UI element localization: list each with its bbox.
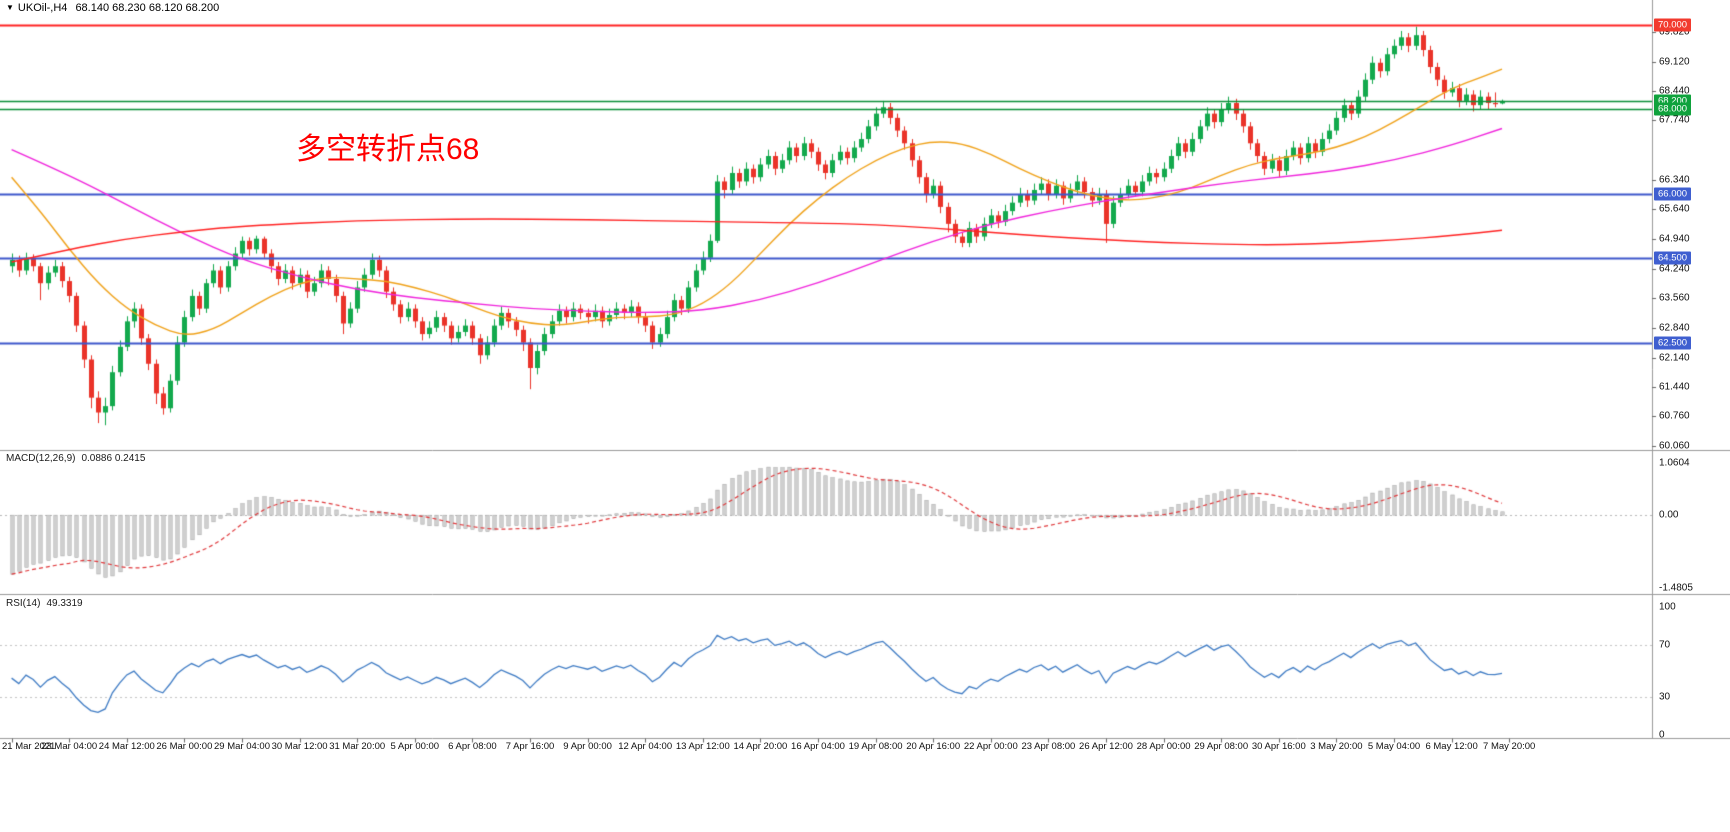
rsi-axis-label: 70	[1659, 639, 1671, 651]
time-axis-label: 5 May 04:00	[1367, 741, 1421, 752]
price-line-badge: 68.000	[1654, 102, 1692, 116]
time-axis-label: 22 Apr 00:00	[963, 741, 1018, 752]
time-axis-label: 16 Apr 04:00	[791, 741, 845, 752]
time-axis-label: 31 Mar 20:00	[329, 741, 386, 752]
time-axis-label: 26 Mar 00:00	[156, 741, 213, 752]
time-axis-label: 24 Mar 12:00	[98, 741, 155, 752]
time-axis-label: 9 Apr 00:00	[563, 741, 612, 752]
price-tick-label: 62.840	[1659, 322, 1690, 334]
time-axis-label: 7 May 20:00	[1483, 741, 1536, 752]
price-tick-label: 68.440	[1659, 85, 1690, 97]
time-axis-label: 12 Apr 04:00	[618, 741, 673, 752]
rsi-indicator-label: RSI(14) 49.3319	[6, 598, 83, 609]
rsi-name: RSI(14)	[6, 598, 41, 609]
price-line-badge: 62.500	[1654, 336, 1692, 350]
macd-values: 0.0886 0.2415	[81, 453, 146, 464]
time-axis-label: 29 Mar 04:00	[214, 741, 270, 752]
rsi-value: 49.3319	[46, 598, 83, 609]
chart-symbol-title: ▼ UKOil-,H4 68.140 68.230 68.120 68.200	[6, 2, 219, 14]
rsi-axis-label: 0	[1659, 729, 1665, 741]
time-axis-label: 20 Apr 16:00	[906, 741, 961, 752]
price-tick-label: 69.120	[1659, 56, 1690, 68]
time-axis-label: 21 Mar 2021	[2, 741, 56, 752]
macd-axis-label: -1.4805	[1659, 582, 1693, 594]
macd-axis-label: 0.00	[1659, 509, 1679, 521]
collapse-triangle-icon[interactable]: ▼	[6, 3, 14, 12]
time-axis-label: 30 Mar 12:00	[271, 741, 328, 752]
time-axis-label: 14 Apr 20:00	[733, 741, 788, 752]
time-axis-label: 23 Apr 08:00	[1021, 741, 1076, 752]
time-axis-label: 26 Apr 12:00	[1079, 741, 1133, 752]
time-axis-label: 23 Mar 04:00	[41, 741, 98, 752]
price-line-badge: 70.000	[1654, 18, 1692, 32]
time-axis-label: 19 Apr 08:00	[848, 741, 903, 752]
time-axis-label: 6 Apr 08:00	[448, 741, 497, 752]
ohlc-values: 68.140 68.230 68.120 68.200	[75, 2, 220, 14]
rsi-axis-label: 30	[1659, 691, 1671, 703]
time-axis-label: 13 Apr 12:00	[675, 741, 730, 752]
time-axis-label: 30 Apr 16:00	[1251, 741, 1306, 752]
price-tick-label: 69.820	[1659, 26, 1690, 38]
price-axis[interactable]: 69.820 69.120 68.440 67.740 66.340 65.640 64.9…	[1652, 0, 1730, 741]
price-annotation-text: 多空转折点68	[296, 133, 480, 166]
time-axis-label: 28 Apr 00:00	[1136, 741, 1191, 752]
macd-axis-label: 1.0604	[1659, 457, 1690, 469]
price-line-badge: 64.500	[1654, 251, 1692, 265]
macd-indicator-label: MACD(12,26,9) 0.0886 0.2415	[6, 453, 145, 464]
symbol-period-label: UKOil-,H4	[17, 2, 68, 14]
price-tick-label: 63.560	[1659, 292, 1690, 304]
time-axis-label: 6 May 12:00	[1425, 741, 1478, 752]
time-axis-label: 5 Apr 00:00	[390, 741, 440, 752]
rsi-axis-label: 100	[1659, 601, 1676, 613]
price-tick-label: 66.340	[1659, 174, 1690, 186]
time-axis-label: 29 Apr 08:00	[1194, 741, 1249, 752]
price-tick-label: 60.060	[1659, 440, 1690, 452]
price-tick-label: 62.140	[1659, 352, 1690, 364]
price-tick-label: 61.440	[1659, 381, 1690, 393]
time-axis[interactable]: 21 Mar 2021 23 Mar 04:00 24 Mar 12:00 26 Ma…	[0, 739, 1730, 757]
price-tick-label: 65.640	[1659, 203, 1690, 215]
price-tick-label: 64.940	[1659, 233, 1690, 245]
price-line-badge: 66.000	[1654, 187, 1692, 201]
time-axis-label: 7 Apr 16:00	[505, 741, 555, 752]
time-axis-label: 3 May 20:00	[1310, 741, 1363, 752]
price-tick-label: 60.760	[1659, 410, 1690, 422]
price-tick-label: 67.740	[1659, 114, 1690, 126]
macd-name: MACD(12,26,9)	[6, 453, 76, 464]
price-tick-label: 64.240	[1659, 263, 1690, 275]
